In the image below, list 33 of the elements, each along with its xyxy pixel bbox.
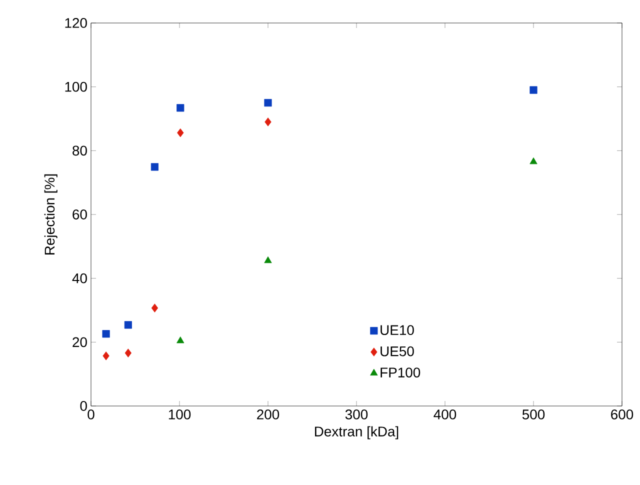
- x-tick-label: 0: [88, 410, 94, 420]
- point: [102, 352, 110, 360]
- y-tick-label: 100: [65, 82, 87, 92]
- y-tick-label: 60: [72, 210, 87, 220]
- legend-label: FP100: [380, 368, 420, 378]
- y-tick-label: 80: [72, 146, 87, 156]
- point: [176, 336, 184, 344]
- legend-label: UE10: [380, 325, 414, 336]
- x-tick-label: 200: [257, 410, 280, 420]
- y-tick-label: 0: [80, 401, 87, 411]
- x-tick-label: 600: [611, 410, 634, 420]
- x-tick-label: 400: [434, 410, 456, 420]
- y-tick-label: 40: [72, 273, 87, 284]
- x-tick-label: 500: [522, 410, 545, 420]
- x-tick-label: 300: [345, 410, 368, 420]
- point: [530, 157, 538, 164]
- y-tick-label: 120: [65, 18, 87, 28]
- y-tick-label: 20: [72, 337, 87, 348]
- point: [124, 321, 132, 329]
- point: [151, 304, 158, 312]
- x-tick-label: 100: [168, 410, 191, 420]
- x-axis-title: Dextran [kDa]: [315, 426, 398, 440]
- y-axis-title: Rejection [%]: [44, 174, 58, 254]
- point: [264, 118, 272, 126]
- point: [176, 104, 184, 112]
- point: [124, 348, 132, 358]
- legend-label: UE50: [380, 346, 414, 356]
- point: [150, 163, 159, 171]
- point: [530, 86, 538, 94]
- point: [102, 330, 110, 338]
- point: [264, 256, 272, 264]
- point: [264, 99, 272, 107]
- point: [177, 128, 184, 138]
